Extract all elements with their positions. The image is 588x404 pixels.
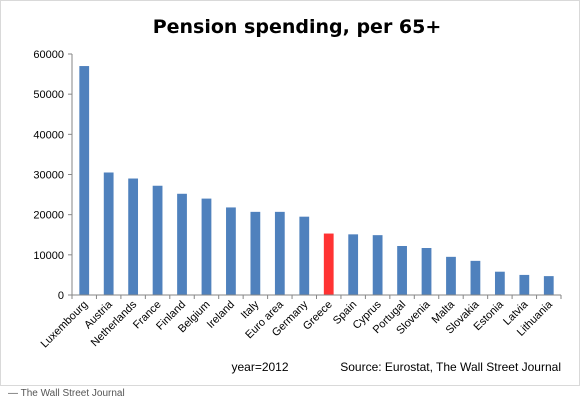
bar-slovakia bbox=[470, 260, 481, 295]
bar-cyprus bbox=[372, 235, 383, 295]
y-tick-label: 30000 bbox=[33, 170, 64, 182]
x-axis-tick-marks bbox=[71, 295, 562, 299]
credit-line: — The Wall Street Journal bbox=[8, 388, 125, 399]
year-annotation: year=2012 bbox=[231, 360, 288, 374]
bar-germany bbox=[299, 216, 310, 295]
chart-title: Pension spending, per 65+ bbox=[153, 16, 442, 38]
bar-estonia bbox=[494, 271, 505, 295]
y-tick-label: 10000 bbox=[33, 250, 64, 262]
bars bbox=[79, 66, 554, 295]
y-tick-label: 60000 bbox=[33, 49, 64, 61]
bar-austria bbox=[103, 172, 114, 295]
y-tick-label: 50000 bbox=[33, 89, 64, 101]
bar-ireland bbox=[226, 207, 236, 295]
bar-greece bbox=[323, 233, 334, 295]
bar-latvia bbox=[519, 274, 530, 295]
y-axis-ticks: 0 10000 20000 30000 40000 50000 60000 bbox=[33, 49, 72, 302]
bar-chart: Pension spending, per 65+ 0 10000 20000 300… bbox=[33, 16, 562, 374]
bar-slovenia bbox=[421, 248, 432, 295]
bar-belgium bbox=[201, 198, 212, 295]
category-label: Ireland bbox=[205, 299, 237, 331]
bar-spain bbox=[348, 234, 359, 295]
bar-france bbox=[152, 185, 163, 295]
category-labels: LuxembourgAustriaNetherlandsFranceFinlan… bbox=[39, 298, 556, 350]
bar-malta bbox=[446, 256, 456, 295]
y-tick-label: 0 bbox=[58, 290, 64, 302]
bar-portugal bbox=[397, 245, 407, 295]
bar-euro-area bbox=[274, 211, 285, 295]
chart-frame: Pension spending, per 65+ 0 10000 20000 300… bbox=[0, 0, 580, 386]
source-annotation: Source: Eurostat, The Wall Street Journa… bbox=[340, 360, 561, 374]
bar-lithuania bbox=[543, 276, 554, 295]
bar-netherlands bbox=[128, 178, 139, 295]
bar-finland bbox=[177, 193, 187, 295]
y-tick-label: 20000 bbox=[33, 210, 64, 222]
bar-italy bbox=[250, 211, 261, 295]
bar-luxembourg bbox=[79, 66, 90, 295]
y-tick-label: 40000 bbox=[33, 129, 64, 141]
